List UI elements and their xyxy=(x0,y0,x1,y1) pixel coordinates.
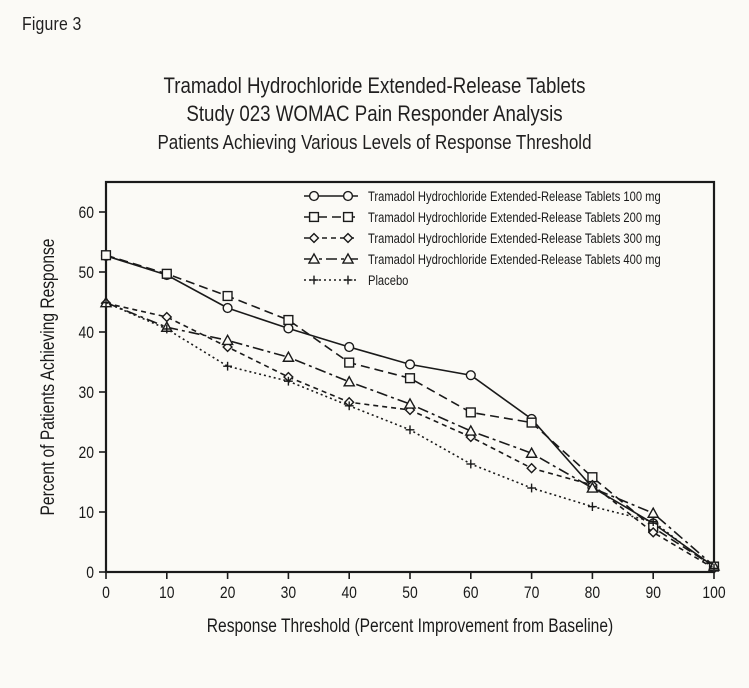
chart-title-block: Tramadol Hydrochloride Extended-Release … xyxy=(0,72,749,156)
chart: 0 10 20 30 40 50 60 70 80 90 100 0 10 20 30 40 50 60 Respo… xyxy=(34,172,734,657)
svg-text:10: 10 xyxy=(79,504,95,523)
svg-text:80: 80 xyxy=(585,584,601,603)
svg-text:90: 90 xyxy=(645,584,661,603)
svg-text:Response Threshold (Percent Im: Response Threshold (Percent Improvement … xyxy=(207,615,613,637)
svg-text:20: 20 xyxy=(220,584,236,603)
chart-svg: 0 10 20 30 40 50 60 70 80 90 100 0 10 20 30 40 50 60 Respo… xyxy=(34,172,734,652)
svg-text:Placebo: Placebo xyxy=(368,273,408,288)
svg-text:70: 70 xyxy=(524,584,540,603)
svg-text:Tramadol Hydrochloride Extende: Tramadol Hydrochloride Extended-Release … xyxy=(368,210,661,225)
svg-text:30: 30 xyxy=(79,384,95,403)
figure-label: Figure 3 xyxy=(22,14,82,35)
svg-text:30: 30 xyxy=(281,584,297,603)
svg-text:Percent of Patients Achieving: Percent of Patients Achieving Response xyxy=(37,239,59,516)
svg-text:50: 50 xyxy=(79,264,95,283)
svg-text:60: 60 xyxy=(79,204,95,223)
svg-text:40: 40 xyxy=(341,584,357,603)
svg-text:Tramadol Hydrochloride Extende: Tramadol Hydrochloride Extended-Release … xyxy=(368,252,661,267)
title-line-2: Study 023 WOMAC Pain Responder Analysis xyxy=(56,100,693,128)
title-line-1: Tramadol Hydrochloride Extended-Release … xyxy=(56,72,693,100)
svg-text:60: 60 xyxy=(463,584,479,603)
svg-text:10: 10 xyxy=(159,584,175,603)
svg-text:50: 50 xyxy=(402,584,418,603)
svg-text:20: 20 xyxy=(79,444,95,463)
title-line-3: Patients Achieving Various Levels of Res… xyxy=(56,130,693,156)
svg-text:40: 40 xyxy=(79,324,95,343)
svg-text:Tramadol Hydrochloride Extende: Tramadol Hydrochloride Extended-Release … xyxy=(368,231,661,246)
svg-text:Tramadol Hydrochloride Extende: Tramadol Hydrochloride Extended-Release … xyxy=(368,189,661,204)
svg-text:0: 0 xyxy=(86,564,94,583)
svg-text:0: 0 xyxy=(102,584,110,603)
svg-text:100: 100 xyxy=(702,584,726,603)
